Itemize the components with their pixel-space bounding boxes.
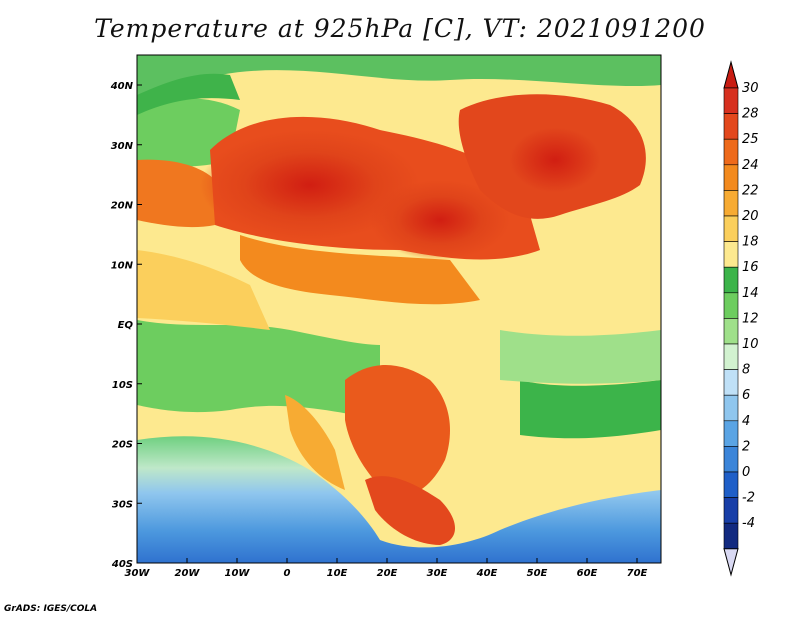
y-tick-label: 20S bbox=[112, 440, 133, 451]
colorbar-label: 22 bbox=[742, 183, 759, 198]
x-tick-label: 70E bbox=[627, 568, 648, 579]
x-tick-label: 30W bbox=[125, 568, 151, 579]
x-tick-label: 0 bbox=[284, 568, 291, 579]
colorbar-swatch bbox=[723, 446, 739, 473]
x-tick-label: 30E bbox=[427, 568, 448, 579]
y-tick-label: 40S bbox=[111, 559, 133, 570]
x-tick-label: 20E bbox=[377, 568, 398, 579]
colorbar-label: -4 bbox=[742, 516, 755, 531]
y-tick-label: 20N bbox=[111, 201, 134, 212]
colorbar-label: 12 bbox=[742, 311, 759, 326]
colorbar-label: 25 bbox=[742, 132, 759, 147]
colorbar-label: 2 bbox=[742, 439, 750, 454]
y-axis-ticks: 40N 30N 20N 10N EQ 10S 20S 30S 40S bbox=[110, 81, 142, 570]
x-tick-label: 20W bbox=[175, 568, 201, 579]
colorbar-label: 16 bbox=[742, 260, 759, 275]
colorbar-swatch bbox=[723, 266, 739, 294]
colorbar-swatch bbox=[723, 138, 739, 166]
x-tick-label: 50E bbox=[527, 568, 548, 579]
colorbar-swatch bbox=[723, 215, 739, 242]
x-tick-label: 40E bbox=[476, 568, 498, 579]
colorbar-swatch bbox=[723, 497, 739, 524]
y-tick-label: 30S bbox=[112, 499, 133, 510]
colorbar-swatch bbox=[723, 164, 739, 191]
colorbar-swatch bbox=[723, 241, 739, 268]
colorbar-under-triangle bbox=[723, 548, 739, 577]
colorbar-swatch bbox=[723, 318, 739, 345]
colorbar-swatch bbox=[723, 113, 739, 140]
colorbar-label: -2 bbox=[742, 491, 755, 506]
y-tick-label: 10S bbox=[112, 380, 133, 391]
colorbar-swatch bbox=[723, 343, 739, 370]
x-tick-label: 10W bbox=[225, 568, 251, 579]
colorbar-label: 14 bbox=[742, 286, 759, 301]
map-title: Temperature at 925hPa [C], VT: 202109120… bbox=[94, 14, 706, 43]
x-tick-label: 10E bbox=[327, 568, 348, 579]
y-tick-label: 30N bbox=[111, 141, 134, 152]
colorbar-swatch bbox=[723, 292, 739, 319]
colorbar-label: 20 bbox=[742, 209, 759, 224]
colorbar-swatch bbox=[723, 471, 739, 498]
colorbar-swatch bbox=[723, 369, 739, 396]
colorbar-swatch bbox=[723, 420, 739, 447]
colorbar-label: 30 bbox=[742, 81, 759, 96]
colorbar-label: 8 bbox=[742, 363, 750, 378]
colorbar-swatch bbox=[723, 394, 739, 422]
colorbar-label: 10 bbox=[742, 337, 759, 352]
colorbar-label: 24 bbox=[742, 158, 759, 173]
colorbar-label: 0 bbox=[742, 465, 750, 480]
colorbar-label: 28 bbox=[742, 107, 759, 122]
credit-text: GrADS: IGES/COLA bbox=[4, 604, 98, 614]
y-tick-label: 10N bbox=[111, 260, 134, 271]
colorbar-label: 6 bbox=[742, 388, 750, 403]
colorbar-swatch bbox=[723, 190, 739, 217]
colorbar-label: 18 bbox=[742, 235, 759, 250]
colorbar-swatch bbox=[723, 522, 739, 550]
colorbar-label: 4 bbox=[742, 414, 750, 429]
colorbar-over-triangle bbox=[723, 60, 739, 89]
plot-frame bbox=[136, 54, 662, 564]
colorbar-swatch bbox=[723, 87, 739, 114]
y-tick-label: 40N bbox=[110, 81, 134, 92]
x-axis-ticks: 30W 20W 10W 0 10E 20E 30E 40E 50E 60E 70E bbox=[125, 558, 648, 579]
x-tick-label: 60E bbox=[577, 568, 598, 579]
temperature-field bbox=[137, 55, 661, 563]
y-tick-label: EQ bbox=[118, 320, 134, 331]
